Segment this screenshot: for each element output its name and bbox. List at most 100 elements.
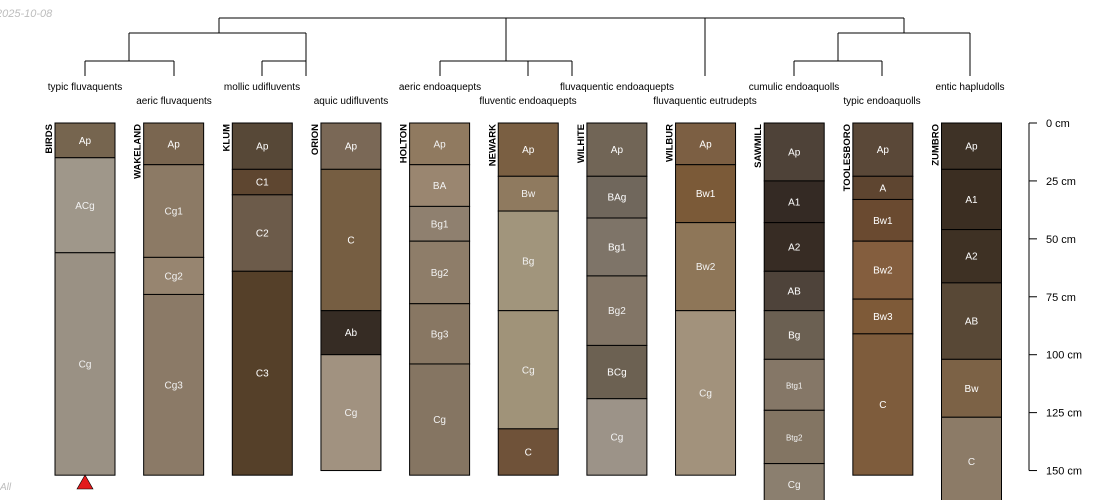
horizon-block xyxy=(409,164,471,207)
horizon-label: Bw xyxy=(521,189,536,200)
depth-tick-label: 125 cm xyxy=(1046,408,1082,420)
horizon-label: ACg xyxy=(75,201,94,212)
depth-tick-label: 0 cm xyxy=(1046,118,1070,130)
dendrogram xyxy=(84,17,971,76)
profile-name: BIRDS xyxy=(44,124,55,154)
horizon-label: Cg3 xyxy=(164,380,183,391)
horizon-label: C xyxy=(968,457,975,468)
horizon-label: Ap xyxy=(79,136,92,147)
horizon-label: C1 xyxy=(256,178,269,189)
horizon-label: BCg xyxy=(607,368,626,379)
date-label: 2025-10-08 xyxy=(0,8,53,20)
soil-profile: Ap ACg Cg BIRDS xyxy=(44,122,116,476)
taxon-label: typic fluvaquents xyxy=(48,82,123,93)
horizon-block xyxy=(941,122,1002,170)
horizon-block xyxy=(586,398,648,476)
soil-profile: Ap BAg Bg1 Bg2 BCg Cg WILHITE xyxy=(576,122,648,476)
horizon-label: Cg xyxy=(611,432,624,443)
horizon-label: C xyxy=(347,236,354,247)
soil-profile: Ap C Ab Cg ORION xyxy=(310,122,382,472)
horizon-label: Ap xyxy=(788,147,801,158)
horizon-block xyxy=(852,240,914,300)
horizon-block xyxy=(675,164,737,224)
horizon-label: Ap xyxy=(345,142,358,153)
horizon-block xyxy=(409,363,471,476)
depth-tick-label: 50 cm xyxy=(1046,234,1076,246)
horizon-label: Ap xyxy=(168,139,181,150)
horizon-label: A1 xyxy=(788,197,801,208)
horizon-block xyxy=(941,416,1002,500)
horizon-block xyxy=(763,409,825,465)
taxon-label: aeric endoaquepts xyxy=(399,82,481,93)
horizon-label: Bg xyxy=(522,256,534,267)
horizon-label: A xyxy=(880,183,887,194)
horizon-block xyxy=(143,293,205,476)
taxon-label: fluvaquentic endoaquepts xyxy=(560,82,674,93)
depth-tick-label: 25 cm xyxy=(1046,176,1076,188)
horizon-block xyxy=(143,164,205,258)
horizon-block xyxy=(852,122,914,177)
horizon-block xyxy=(320,354,382,472)
horizon-block xyxy=(143,256,205,295)
horizon-block xyxy=(497,122,559,177)
taxon-label: aeric fluvaquents xyxy=(136,96,212,107)
horizon-label: C xyxy=(879,400,886,411)
horizon-label: AB xyxy=(788,286,802,297)
depth-tick-label: 75 cm xyxy=(1046,292,1076,304)
horizon-label: Cg xyxy=(522,365,535,376)
horizon-block xyxy=(763,222,825,272)
horizon-label: Bw3 xyxy=(873,312,893,323)
taxon-label: fluventic endoaquepts xyxy=(479,96,576,107)
horizon-block xyxy=(231,270,293,476)
horizon-label: Cg xyxy=(433,415,446,426)
profile-name: WILBUR xyxy=(665,124,676,162)
taxon-label: typic endoaquolls xyxy=(843,96,920,107)
horizon-label: A1 xyxy=(965,195,978,206)
profile-name: ZUMBRO xyxy=(931,124,942,166)
corner-note: All xyxy=(0,482,12,493)
taxon-label: mollic udifluvents xyxy=(224,82,300,93)
horizon-label: A2 xyxy=(788,242,801,253)
horizon-label: Bg xyxy=(788,331,800,342)
horizon-block xyxy=(763,463,825,500)
horizon-label: A2 xyxy=(965,252,978,263)
taxon-label: cumulic endoaquolls xyxy=(749,82,840,93)
horizon-label: C xyxy=(525,448,532,459)
horizon-block xyxy=(763,358,825,411)
soil-profile: Ap Bw1 Bw2 Cg WILBUR xyxy=(665,122,737,476)
horizon-block xyxy=(675,310,737,476)
horizon-block xyxy=(231,122,293,170)
horizon-label: Cg xyxy=(699,388,712,399)
soil-profile: Ap A1 A2 AB Bg Btg1 Btg2 Cg SAWMILL xyxy=(753,122,825,500)
soil-profile: Ap C1 C2 C3 KLUM xyxy=(221,122,293,476)
depth-axis: 0 cm 25 cm 50 cm 75 cm 100 cm 125 cm 150 cm xyxy=(1028,118,1082,478)
horizon-label: Cg1 xyxy=(164,207,183,218)
taxon-label: entic hapludolls xyxy=(936,82,1005,93)
horizon-block xyxy=(675,122,737,166)
warning-triangle-icon xyxy=(76,474,94,490)
horizon-label: Bw2 xyxy=(696,262,716,273)
soil-profile: Ap Cg1 Cg2 Cg3 WAKELAND xyxy=(133,122,205,476)
horizon-block xyxy=(675,222,737,312)
horizon-label: BAg xyxy=(607,193,626,204)
horizon-label: Cg xyxy=(345,408,358,419)
profile-name: HOLTON xyxy=(399,124,410,163)
horizon-label: Bg3 xyxy=(431,329,449,340)
soil-profile: Ap A Bw1 Bw2 Bw3 C TOOLESBORO xyxy=(842,122,914,476)
horizon-block xyxy=(941,358,1002,418)
profile-name: NEWARK xyxy=(487,124,498,166)
horizon-label: Ap xyxy=(611,145,624,156)
horizon-block xyxy=(852,298,914,335)
horizon-block xyxy=(497,428,559,476)
soil-profile: Ap A1 A2 AB Bw C ZUMBRO xyxy=(931,122,1002,500)
horizon-label: Btg2 xyxy=(786,433,803,442)
horizon-label: BA xyxy=(433,181,447,192)
horizon-label: Bg2 xyxy=(608,306,626,317)
horizon-block xyxy=(320,310,382,356)
horizon-block xyxy=(941,168,1002,231)
horizon-block xyxy=(941,229,1002,284)
taxon-label: aquic udifluvents xyxy=(314,96,389,107)
